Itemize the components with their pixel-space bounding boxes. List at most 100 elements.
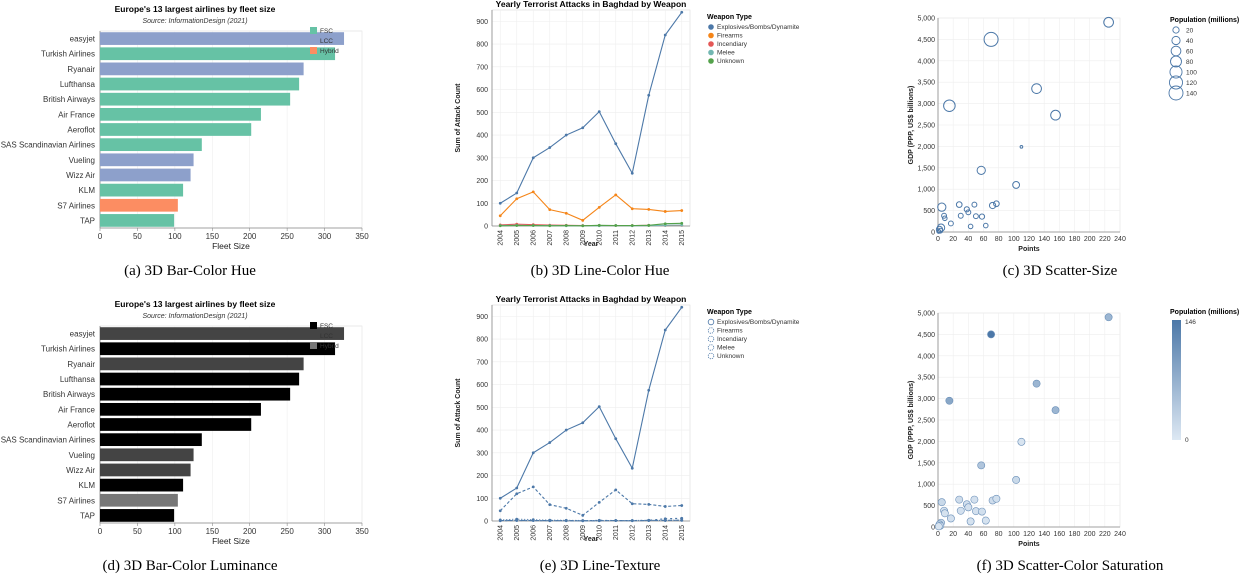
x-tick-label: 2011 bbox=[613, 230, 620, 245]
scatter-point bbox=[966, 517, 975, 526]
legend-swatch bbox=[708, 41, 714, 47]
series-line bbox=[500, 517, 682, 522]
bar bbox=[100, 62, 304, 76]
data-point bbox=[581, 513, 585, 517]
x-tick-label: 2012 bbox=[629, 230, 636, 246]
y-tick-label: Air France bbox=[58, 110, 95, 119]
x-tick-label: 2010 bbox=[596, 525, 603, 541]
y-axis-title: Sum of Attack Count bbox=[455, 83, 462, 153]
legend-label: Incendiary bbox=[717, 41, 748, 48]
data-point bbox=[531, 485, 535, 489]
x-tick-label: 150 bbox=[206, 527, 220, 536]
scatter-point bbox=[946, 514, 955, 523]
x-tick-label: 2005 bbox=[514, 230, 521, 246]
x-tick-label: 80 bbox=[995, 531, 1003, 538]
bar bbox=[100, 327, 345, 340]
data-point bbox=[680, 504, 684, 507]
x-tick-label: 100 bbox=[1008, 531, 1020, 538]
x-tick-label: 50 bbox=[133, 232, 142, 241]
x-tick-label: 2007 bbox=[547, 525, 554, 541]
chart-subtitle: Source: InformationDesign (2021) bbox=[142, 313, 247, 320]
y-tick-label: 700 bbox=[476, 64, 488, 71]
data-point bbox=[498, 201, 502, 205]
legend-swatch bbox=[708, 32, 714, 39]
y-tick-label: British Airways bbox=[43, 95, 95, 104]
data-point bbox=[515, 492, 519, 496]
y-tick-label: 2,500 bbox=[917, 418, 935, 425]
scatter-point bbox=[967, 223, 974, 230]
data-point bbox=[614, 519, 618, 522]
legend-label: FSC bbox=[320, 28, 333, 35]
legend-size-swatch bbox=[1171, 35, 1181, 46]
x-tick-label: 2011 bbox=[613, 525, 620, 540]
y-tick-label: Aeroflot bbox=[67, 421, 95, 430]
y-tick-label: 500 bbox=[923, 208, 935, 215]
scatter-point bbox=[1017, 437, 1026, 446]
scatter-point bbox=[1032, 379, 1041, 388]
y-tick-label: 500 bbox=[476, 405, 488, 412]
caption-d: (d) 3D Bar-Color Luminance bbox=[102, 558, 278, 574]
scatter-point bbox=[963, 206, 970, 213]
y-tick-label: 100 bbox=[476, 201, 488, 208]
data-point bbox=[581, 224, 585, 228]
x-tick-label: 240 bbox=[1114, 531, 1126, 538]
bar bbox=[100, 183, 184, 197]
panel-bar-luminance: Europe's 13 largest airlines by fleet si… bbox=[0, 295, 400, 563]
y-tick-label: TAP bbox=[80, 216, 95, 225]
x-tick-label: 40 bbox=[964, 236, 972, 243]
y-tick-label: Ryanair bbox=[67, 360, 95, 369]
legend-size-swatch bbox=[1170, 55, 1182, 68]
x-tick-label: 2009 bbox=[580, 230, 587, 246]
x-tick-label: 160 bbox=[1053, 236, 1065, 243]
legend-label: 40 bbox=[1186, 38, 1194, 45]
y-tick-label: 1,500 bbox=[917, 165, 935, 172]
data-point bbox=[531, 190, 535, 194]
scatter-point bbox=[978, 507, 986, 516]
x-tick-label: 2015 bbox=[679, 525, 686, 541]
x-tick-label: 160 bbox=[1053, 531, 1065, 538]
legend-label: Unknown bbox=[717, 58, 744, 65]
y-tick-label: 300 bbox=[476, 450, 488, 457]
scatter-point bbox=[987, 330, 995, 339]
bar bbox=[100, 123, 252, 136]
bar-chart-hue: Europe's 13 largest airlines by fleet si… bbox=[1, 4, 370, 251]
scatter-point bbox=[1012, 476, 1021, 484]
data-point bbox=[663, 33, 667, 37]
y-tick-label: 4,500 bbox=[917, 37, 935, 44]
x-tick-label: 60 bbox=[980, 236, 988, 243]
x-tick-label: 0 bbox=[98, 232, 103, 241]
data-point bbox=[498, 496, 502, 500]
x-tick-label: 2006 bbox=[530, 525, 537, 541]
legend-size-swatch bbox=[1169, 75, 1183, 90]
data-point bbox=[564, 506, 568, 510]
legend-size-swatch bbox=[1172, 26, 1180, 34]
legend-label: Hybrid bbox=[320, 343, 339, 350]
plot-frame bbox=[491, 9, 691, 227]
x-tick-label: 2009 bbox=[580, 525, 587, 541]
bar bbox=[100, 198, 178, 212]
y-axis-title: GDP (PPP, US$ billions) bbox=[908, 86, 915, 165]
y-tick-label: S7 Airlines bbox=[57, 496, 95, 505]
bar bbox=[100, 107, 261, 121]
legend-min-label: 0 bbox=[1185, 437, 1189, 444]
scatter-point bbox=[988, 201, 997, 210]
y-tick-label: 2,000 bbox=[917, 144, 935, 151]
data-point bbox=[531, 224, 535, 227]
legend-label: Unknown bbox=[717, 353, 744, 360]
x-tick-label: 2008 bbox=[563, 525, 570, 541]
y-tick-label: 300 bbox=[476, 155, 488, 162]
legend-label: Incendiary bbox=[717, 336, 748, 343]
caption-b: (b) 3D Line-Color Hue bbox=[530, 263, 670, 279]
x-axis-title: Year bbox=[584, 241, 599, 248]
y-tick-label: 0 bbox=[484, 224, 488, 231]
x-tick-label: 2007 bbox=[547, 230, 554, 246]
scatter-point bbox=[971, 201, 978, 208]
data-point bbox=[630, 502, 634, 506]
scatter-point bbox=[992, 494, 1001, 503]
x-tick-label: 300 bbox=[318, 232, 332, 241]
x-tick-label: 0 bbox=[936, 236, 940, 243]
y-tick-label: Lufthansa bbox=[60, 375, 96, 384]
scatter-point bbox=[937, 202, 947, 212]
x-tick-label: 180 bbox=[1069, 236, 1081, 243]
data-point bbox=[564, 519, 568, 522]
